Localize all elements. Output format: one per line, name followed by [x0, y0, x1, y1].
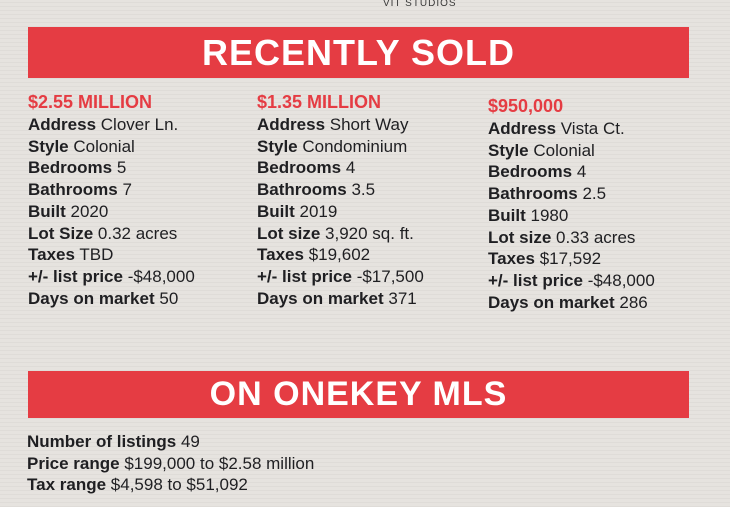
field-list-price-diff: +/- list price -$48,000: [28, 266, 195, 286]
field-style: Style Colonial: [28, 136, 135, 156]
field-bedrooms: Bedrooms 5: [28, 158, 127, 178]
field-bedrooms: Bedrooms 4: [257, 158, 356, 178]
field-taxes: Taxes TBD: [28, 245, 114, 265]
mls-number-of-listings: Number of listings 49: [27, 432, 200, 451]
field-lot-size: Lot size 3,920 sq. ft.: [257, 223, 414, 243]
mls-tax-range: Tax range $4,598 to $51,092: [27, 475, 248, 494]
listing-card-1: $2.55 MILLION Address Clover Ln. Style C…: [28, 90, 195, 309]
listing-price: $2.55 MILLION: [28, 92, 153, 112]
listing-card-3: $950,000 Address Vista Ct. Style Colonia…: [488, 94, 655, 313]
field-style: Style Condominium: [257, 136, 408, 156]
recently-sold-banner: RECENTLY SOLD: [28, 27, 689, 78]
field-taxes: Taxes $19,602: [257, 245, 371, 265]
field-address: Address Clover Ln.: [28, 115, 179, 134]
listing-price: $950,000: [488, 96, 564, 116]
field-lot-size: Lot Size 0.32 acres: [28, 223, 178, 243]
field-built: Built 2019: [257, 201, 338, 221]
field-taxes: Taxes $17,592: [488, 249, 602, 269]
field-list-price-diff: +/- list price -$48,000: [488, 270, 655, 290]
field-style: Style Colonial: [488, 140, 595, 160]
field-address: Address Short Way: [257, 115, 409, 134]
field-days-on-market: Days on market 50: [28, 288, 179, 308]
onekey-mls-banner: ON ONEKEY MLS: [28, 371, 689, 418]
field-days-on-market: Days on market 371: [257, 288, 417, 308]
photo-credit: VIT STUDIOS: [383, 0, 457, 9]
field-bathrooms: Bathrooms 7: [28, 180, 132, 200]
listing-card-2: $1.35 MILLION Address Short Way Style Co…: [257, 90, 424, 309]
field-lot-size: Lot size 0.33 acres: [488, 227, 636, 247]
listing-price: $1.35 MILLION: [257, 92, 382, 112]
field-bathrooms: Bathrooms 2.5: [488, 184, 607, 204]
field-built: Built 1980: [488, 205, 569, 225]
field-address: Address Vista Ct.: [488, 119, 625, 138]
field-list-price-diff: +/- list price -$17,500: [257, 266, 424, 286]
mls-price-range: Price range $199,000 to $2.58 million: [27, 453, 315, 473]
field-bathrooms: Bathrooms 3.5: [257, 180, 376, 200]
field-bedrooms: Bedrooms 4: [488, 162, 587, 182]
field-days-on-market: Days on market 286: [488, 292, 648, 312]
mls-summary: Number of listings 49 Price range $199,0…: [27, 431, 314, 496]
field-built: Built 2020: [28, 201, 109, 221]
